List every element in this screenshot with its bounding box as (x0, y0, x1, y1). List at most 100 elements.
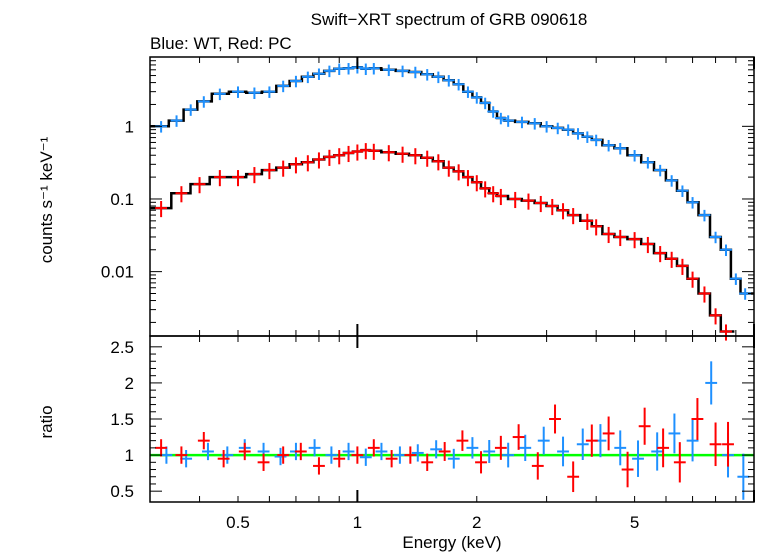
data-point (197, 96, 210, 108)
x-tick-label: 5 (630, 513, 639, 532)
data-point (277, 80, 290, 93)
data-point (487, 186, 500, 203)
data-point (641, 236, 654, 254)
data-point (382, 145, 395, 162)
data-point (393, 446, 406, 464)
data-point (534, 195, 547, 213)
data-point (602, 139, 615, 152)
data-point (248, 167, 261, 184)
data-point (452, 164, 465, 181)
data-point (193, 177, 206, 194)
data-point (673, 442, 686, 483)
data-point (430, 440, 443, 459)
data-point (638, 407, 651, 445)
data-point (632, 440, 644, 477)
x-tick-label: 1 (353, 513, 362, 532)
ratio-panel: 0.5 1 2 5 0.5 1 1.5 2 2.5 (110, 335, 755, 532)
bottom-y-tick-label: 0.5 (110, 482, 134, 501)
data-point (557, 203, 569, 220)
wt-data-points (155, 62, 752, 300)
data-point (325, 446, 338, 464)
data-point (540, 121, 553, 133)
data-point (301, 71, 314, 84)
data-point (581, 131, 594, 143)
data-point (238, 442, 251, 461)
data-point (313, 457, 325, 475)
data-point (421, 150, 434, 167)
data-point (494, 112, 507, 125)
pc-ratio-points (155, 398, 734, 493)
bottom-y-tick-label: 1 (125, 446, 134, 465)
data-point (290, 75, 302, 88)
data-point (409, 148, 422, 165)
bottom-y-tick-label: 1.5 (110, 410, 134, 429)
data-point (483, 439, 496, 463)
data-point (217, 450, 230, 468)
data-point (590, 219, 603, 236)
data-point (175, 446, 188, 464)
data-point (686, 419, 699, 462)
data-point (155, 201, 168, 218)
x-axis-label: Energy (keV) (402, 533, 501, 552)
data-point (549, 404, 561, 434)
data-point (557, 436, 569, 467)
data-point (462, 170, 474, 187)
data-point (581, 213, 594, 230)
data-point (512, 424, 525, 450)
data-point (313, 152, 325, 169)
data-point (456, 430, 469, 451)
data-point (657, 428, 670, 468)
y-axis-label-ratio: ratio (37, 405, 56, 438)
data-point (155, 439, 168, 457)
data-point (709, 231, 722, 244)
data-point (590, 134, 603, 147)
data-point (567, 461, 580, 493)
data-point (502, 442, 515, 468)
data-point (359, 448, 372, 466)
y-axis-label-counts: counts s⁻¹ keV⁻¹ (37, 136, 56, 263)
data-point (382, 64, 395, 77)
data-point (367, 439, 380, 457)
spectrum-panel: 0.01 0.1 1 (101, 56, 755, 341)
data-point (421, 453, 434, 471)
data-point (528, 118, 541, 130)
data-point (438, 442, 451, 461)
data-point (475, 451, 487, 474)
data-point (676, 258, 689, 275)
data-point (462, 86, 474, 98)
chart-subtitle: Blue: WT, Red: PC (150, 34, 292, 53)
data-point (576, 428, 589, 460)
data-point (333, 450, 346, 468)
data-point (494, 188, 507, 206)
x-tick-label: 2 (472, 513, 481, 532)
data-point (519, 434, 532, 461)
data-point (479, 181, 492, 198)
data-point (333, 148, 346, 165)
x-tick-label: 0.5 (226, 513, 250, 532)
data-point (432, 71, 445, 84)
data-point (537, 426, 550, 455)
data-point (737, 453, 750, 500)
data-point (470, 92, 483, 104)
data-point (421, 69, 434, 81)
data-point (404, 446, 417, 464)
data-point (277, 160, 290, 177)
data-point (294, 442, 307, 461)
data-point (602, 416, 615, 451)
data-point (452, 78, 465, 91)
data-point (709, 308, 722, 325)
data-point (729, 273, 742, 285)
data-point (342, 145, 355, 163)
pc-data-points (155, 143, 732, 341)
data-point (628, 232, 641, 249)
model-curve-wt (150, 66, 754, 295)
data-point (432, 154, 445, 171)
data-point (614, 229, 627, 247)
data-point (691, 398, 704, 440)
data-point (614, 430, 627, 466)
top-y-tick-label: 0.01 (101, 263, 134, 282)
data-point (668, 413, 681, 454)
data-point (466, 437, 479, 459)
data-point (676, 185, 689, 197)
